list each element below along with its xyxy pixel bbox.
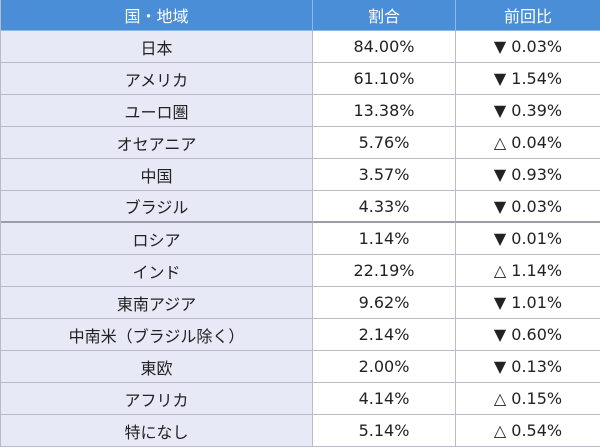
region-cell: ブラジル [1, 191, 313, 223]
value-cell: ▼ 0.39% [456, 95, 600, 127]
value-cell: 3.57% [313, 159, 456, 191]
region-cell: ロシア [1, 223, 313, 255]
value-cell: 13.38% [313, 95, 456, 127]
value-cell: 5.76% [313, 127, 456, 159]
region-cell: 特になし [1, 415, 313, 447]
value-cell: △ 0.15% [456, 383, 600, 415]
region-cell: アフリカ [1, 383, 313, 415]
value-cell: 2.14% [313, 319, 456, 351]
value-cell: 84.00% [313, 31, 456, 63]
header-cell: 前回比 [456, 0, 600, 31]
region-cell: 日本 [1, 31, 313, 63]
value-cell: 22.19% [313, 255, 456, 287]
value-cell: 4.14% [313, 383, 456, 415]
header-cell: 国・地域 [1, 0, 313, 31]
value-cell: ▼ 1.01% [456, 287, 600, 319]
value-cell: 4.33% [313, 191, 456, 223]
value-cell: ▼ 0.01% [456, 223, 600, 255]
value-cell: △ 1.14% [456, 255, 600, 287]
region-cell: 中南米（ブラジル除く） [1, 319, 313, 351]
region-cell: ユーロ圏 [1, 95, 313, 127]
region-cell: オセアニア [1, 127, 313, 159]
value-cell: 5.14% [313, 415, 456, 447]
value-cell: 61.10% [313, 63, 456, 95]
header-cell: 割合 [313, 0, 456, 31]
value-cell: 2.00% [313, 351, 456, 383]
value-cell: 9.62% [313, 287, 456, 319]
value-cell: ▼ 0.93% [456, 159, 600, 191]
region-cell: アメリカ [1, 63, 313, 95]
region-cell: 中国 [1, 159, 313, 191]
value-cell: △ 0.04% [456, 127, 600, 159]
value-cell: ▼ 1.54% [456, 63, 600, 95]
value-cell: ▼ 0.03% [456, 31, 600, 63]
value-cell: △ 0.54% [456, 415, 600, 447]
value-cell: 1.14% [313, 223, 456, 255]
value-cell: ▼ 0.13% [456, 351, 600, 383]
region-cell: 東南アジア [1, 287, 313, 319]
value-cell: ▼ 0.60% [456, 319, 600, 351]
region-cell: 東欧 [1, 351, 313, 383]
value-cell: ▼ 0.03% [456, 191, 600, 223]
region-cell: インド [1, 255, 313, 287]
